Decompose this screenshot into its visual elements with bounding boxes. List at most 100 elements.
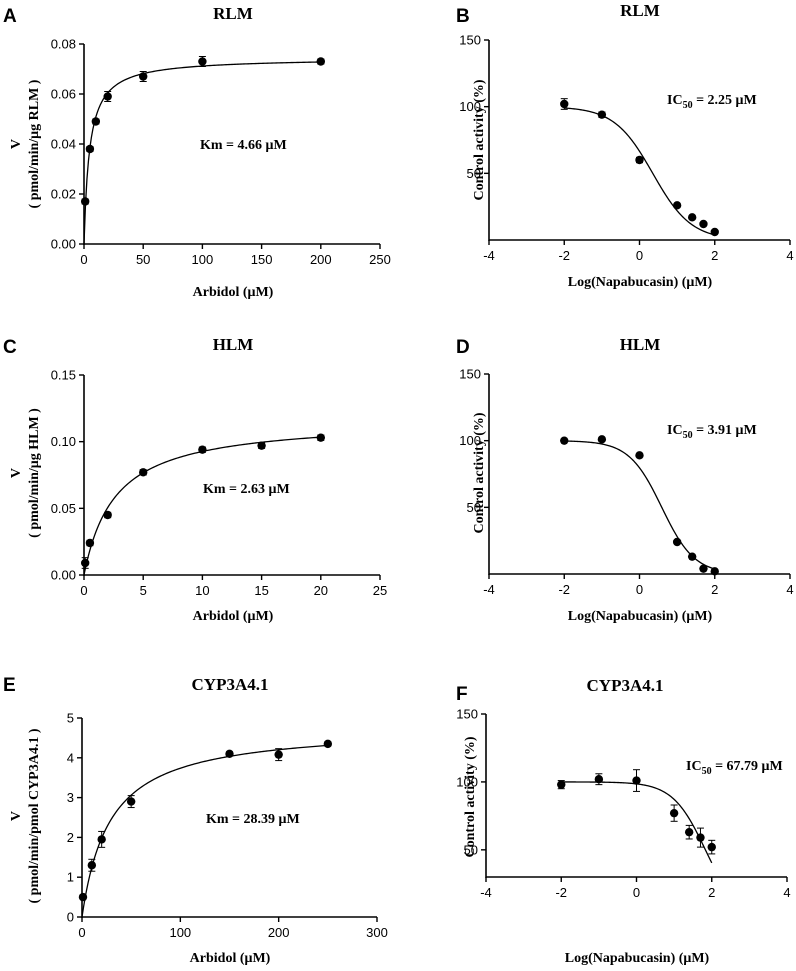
panel-f-data-point: [669, 808, 679, 818]
panel-c-title: HLM: [213, 335, 254, 354]
panel-a-plot: 0 50 100 150 200 250 0.00 0.02 0.04 0.06 0.08: [51, 37, 391, 268]
panel-d-ylabel: Control activity (%): [472, 412, 487, 533]
panel-f-ytick-label: 100: [456, 774, 478, 789]
panel-d-ytick-label: 150: [459, 367, 481, 382]
panel-c-data-point: [103, 510, 112, 520]
panel-a-data-point: [198, 57, 207, 66]
panel-f-annotation: IC50 = 67.79 μM: [686, 759, 783, 777]
panel-a-ylabel: V ( pmol/min/μg RLM ): [9, 79, 42, 208]
panel-a-data-point: [103, 92, 112, 101]
panel-d-data-point: [687, 552, 697, 561]
panel-c-letter: C: [3, 337, 17, 358]
panel-b-xtick-label: -2: [558, 248, 570, 263]
panel-b-plot: -4 -2 0 2 4 50 100 150: [459, 33, 793, 264]
panel-f-data-point: [696, 833, 705, 842]
panel-c-fit-curve: [83, 436, 321, 576]
panel-a-letter: A: [3, 6, 17, 27]
panel-b-xlabel: Log(Napabucasin) (μM): [568, 275, 713, 290]
panel-b-ytick-label: 100: [459, 99, 481, 114]
panel-a-ytick-label: 0.02: [51, 187, 76, 202]
panel-b-data-point: [672, 201, 682, 210]
panel-c-ytick-label: 0.10: [51, 434, 76, 449]
panel-c-ytick-label: 0.00: [51, 568, 76, 583]
panel-c-data-point: [198, 445, 207, 454]
panel-f-data-point: [594, 775, 604, 784]
panel-c-xlabel: Arbidol (μM): [193, 609, 274, 624]
panel-e-ytick-label: 4: [67, 750, 74, 765]
panel-e-data-point: [87, 861, 97, 870]
panel-d-fit-curve: [564, 440, 715, 570]
panel-b-data-point: [710, 227, 719, 237]
panel-f-xlabel: Log(Napabucasin) (μM): [565, 951, 710, 966]
panel-f-data-point: [684, 827, 694, 837]
panel-e-data-point: [126, 797, 136, 806]
panel-c-data-point: [139, 468, 148, 477]
panel-b-ylabel-line1: Control activity (%): [472, 79, 487, 200]
panel-a-data-point: [91, 117, 101, 126]
panel-c-data-point: [257, 441, 266, 450]
panel-e-ytick-label: 1: [67, 870, 74, 885]
panel-d-xtick-label: 4: [786, 582, 793, 597]
panel-e-data-point: [225, 749, 234, 759]
panel-a-xtick-label: 200: [310, 252, 332, 267]
panel-a-ytick-label: 0.08: [51, 37, 76, 52]
panel-b: B RLM Log(Napabucasin) (μM) Control acti…: [456, 1, 794, 290]
panel-f-data-point: [632, 776, 641, 785]
panel-f-fit-curve: [561, 781, 713, 864]
panel-e-fit-curve: [81, 744, 328, 918]
panel-a-ytick-label: 0.04: [51, 137, 76, 152]
panel-c-plot: 0 5 10 15 20 25 0.00 0.05 0.10 0.15: [51, 368, 388, 599]
panel-c-xtick-label: 20: [314, 583, 328, 598]
panel-e-xtick-label: 300: [366, 925, 388, 940]
panel-a-xlabel: Arbidol (μM): [193, 285, 274, 300]
panel-b-letter: B: [456, 6, 470, 27]
panel-b-ytick-label: 150: [459, 33, 481, 48]
panel-c-data-point: [316, 433, 325, 442]
panel-c-ylabel-line1: V: [9, 468, 24, 478]
panel-d-title: HLM: [620, 335, 661, 354]
panel-c-data-point: [85, 538, 95, 548]
panel-f-letter: F: [456, 684, 468, 705]
panel-a-data-point: [139, 72, 148, 81]
panel-a-xtick-label: 150: [251, 252, 273, 267]
panel-b-data-point: [597, 110, 607, 119]
panel-a-data-point: [316, 57, 325, 66]
panel-c-ytick-label: 0.05: [51, 501, 76, 516]
panel-e-title: CYP3A4.1: [192, 675, 269, 694]
panel-a-annotation: Km = 4.66 μM: [200, 138, 287, 153]
panel-d-ylabel-line1: Control activity (%): [472, 412, 487, 533]
panel-d-ytick-label: 100: [459, 433, 481, 448]
panel-e-ylabel-line1: V: [9, 811, 24, 821]
panel-d-xtick-label: -2: [558, 582, 570, 597]
panel-d-xtick-label: 0: [636, 582, 643, 597]
panel-a-data-point: [80, 197, 90, 206]
panel-f-ytick-label: 150: [456, 707, 478, 722]
panel-b-data-point: [635, 155, 644, 165]
panel-a-xtick-label: 100: [192, 252, 214, 267]
panel-e-data-point: [78, 892, 88, 902]
panel-b-xtick-label: 2: [711, 248, 718, 263]
panel-d-annotation: IC50 = 3.91 μM: [667, 423, 757, 441]
panel-e-data-point: [323, 739, 333, 749]
panel-f-xtick-label: 0: [633, 885, 640, 900]
panel-b-annotation: IC50 = 2.25 μM: [667, 93, 757, 111]
panel-a-data-point: [85, 144, 95, 154]
panel-d-data-point: [672, 537, 682, 547]
panel-f: F CYP3A4.1 Log(Napabucasin) (μM) Control…: [456, 676, 791, 966]
panel-c-xtick-label: 0: [80, 583, 87, 598]
panel-a-xtick-label: 0: [80, 252, 87, 267]
panel-e-data-point: [274, 750, 283, 759]
panel-b-fit-curve: [564, 107, 715, 236]
panel-f-data-point: [707, 842, 716, 852]
panel-e-annotation: Km = 28.39 μM: [206, 812, 300, 827]
panel-a-title: RLM: [213, 4, 253, 23]
panel-d-data-point: [597, 435, 607, 444]
panel-f-xtick-label: 4: [783, 885, 790, 900]
panel-f-ytick-label: 50: [464, 842, 478, 857]
panel-a-xtick-label: 50: [136, 252, 150, 267]
panel-d-data-point: [560, 436, 569, 445]
panel-d-letter: D: [456, 337, 470, 358]
panel-b-title: RLM: [620, 1, 660, 20]
panel-f-plot: -4 -2 0 2 4 50 100 150: [456, 707, 790, 901]
